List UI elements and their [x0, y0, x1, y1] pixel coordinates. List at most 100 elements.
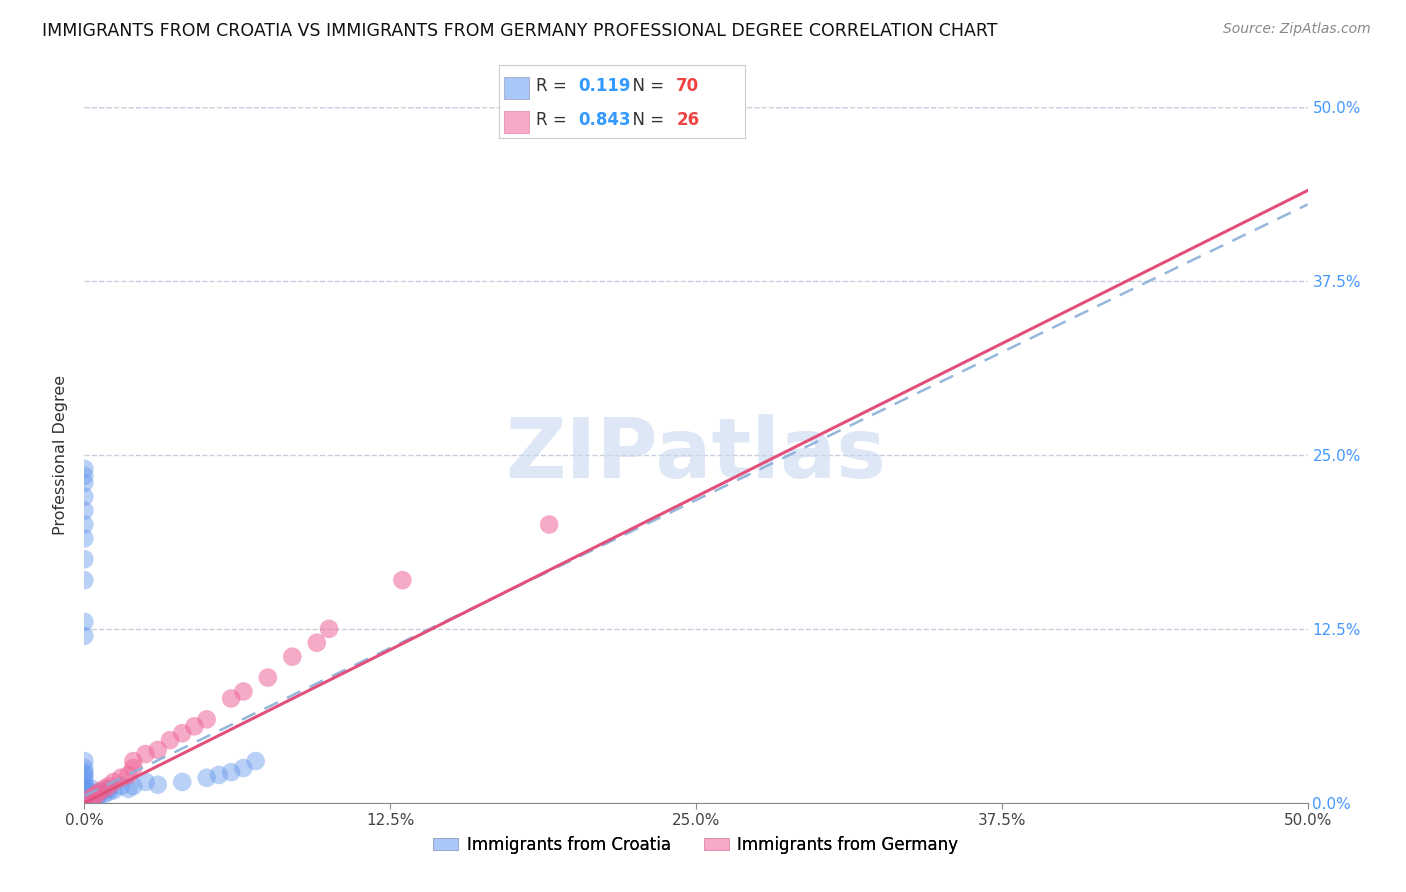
Point [73, 791, 96, 805]
Point [172, 726, 194, 740]
Text: N =: N = [621, 77, 664, 95]
Point [73, 552, 96, 566]
Point [73, 796, 96, 810]
Text: 0.119: 0.119 [578, 77, 630, 95]
Point [73, 796, 96, 810]
Point [73, 771, 96, 785]
Point [195, 712, 218, 726]
Point [73, 517, 96, 532]
Point [73, 796, 96, 810]
Point [73, 781, 96, 796]
Point [318, 622, 340, 636]
Point [73, 475, 96, 490]
Point [73, 796, 96, 810]
Point [73, 615, 96, 629]
Point [87, 789, 110, 803]
Point [110, 779, 132, 793]
Point [73, 796, 96, 810]
Point [97, 779, 120, 793]
Point [73, 781, 96, 796]
Point [93, 788, 115, 802]
Point [73, 532, 96, 546]
Text: ZIPatlas: ZIPatlas [506, 415, 886, 495]
Point [73, 796, 96, 810]
Point [159, 733, 181, 747]
Point [73, 796, 96, 810]
Point [73, 468, 96, 483]
Point [83, 789, 105, 803]
Point [97, 785, 120, 799]
Point [219, 765, 242, 780]
Point [245, 754, 267, 768]
Point [73, 796, 96, 810]
Point [73, 789, 96, 803]
Point [73, 793, 96, 807]
Text: R =: R = [536, 111, 572, 129]
Point [305, 636, 328, 650]
Point [73, 789, 96, 803]
Point [73, 779, 96, 793]
Point [538, 517, 561, 532]
Bar [503, 112, 529, 133]
Point [87, 785, 110, 799]
Point [73, 765, 96, 780]
Point [146, 778, 169, 792]
Text: 70: 70 [676, 77, 699, 95]
Text: Source: ZipAtlas.com: Source: ZipAtlas.com [1223, 22, 1371, 37]
Point [77, 785, 100, 799]
Point [146, 743, 169, 757]
Point [86, 788, 108, 802]
Text: 26: 26 [676, 111, 699, 129]
Point [110, 771, 132, 785]
Point [73, 490, 96, 504]
Point [232, 761, 254, 775]
Point [77, 789, 100, 803]
Text: IMMIGRANTS FROM CROATIA VS IMMIGRANTS FROM GERMANY PROFESSIONAL DEGREE CORRELATI: IMMIGRANTS FROM CROATIA VS IMMIGRANTS FR… [42, 22, 998, 40]
Point [73, 462, 96, 476]
Text: R =: R = [536, 77, 572, 95]
Point [90, 785, 112, 799]
Point [172, 775, 194, 789]
Point [122, 779, 145, 793]
Point [73, 761, 96, 775]
Point [73, 796, 96, 810]
Legend: Immigrants from Croatia, Immigrants from Germany: Immigrants from Croatia, Immigrants from… [427, 830, 965, 861]
Point [122, 761, 145, 775]
Point [80, 781, 103, 796]
Point [86, 786, 108, 800]
Point [73, 796, 96, 810]
Point [73, 775, 96, 789]
Point [73, 796, 96, 810]
Point [73, 629, 96, 643]
Point [391, 573, 413, 587]
Point [232, 684, 254, 698]
Point [135, 747, 157, 761]
Point [83, 789, 105, 803]
Point [73, 796, 96, 810]
Point [73, 796, 96, 810]
Point [86, 791, 108, 805]
Point [73, 796, 96, 810]
Point [117, 781, 139, 796]
Point [73, 796, 96, 810]
Point [73, 754, 96, 768]
Point [103, 783, 125, 797]
Point [73, 503, 96, 517]
Point [73, 573, 96, 587]
Point [73, 796, 96, 810]
Point [257, 671, 280, 685]
Point [135, 775, 157, 789]
Text: 0.843: 0.843 [578, 111, 630, 129]
Point [73, 796, 96, 810]
Y-axis label: Professional Degree: Professional Degree [53, 375, 69, 535]
Point [183, 719, 205, 733]
Point [73, 796, 96, 810]
Point [208, 768, 231, 782]
Point [73, 790, 96, 805]
Point [219, 691, 242, 706]
Point [77, 791, 100, 805]
Point [73, 768, 96, 782]
Point [73, 788, 96, 802]
Point [281, 649, 304, 664]
Bar [503, 77, 529, 99]
